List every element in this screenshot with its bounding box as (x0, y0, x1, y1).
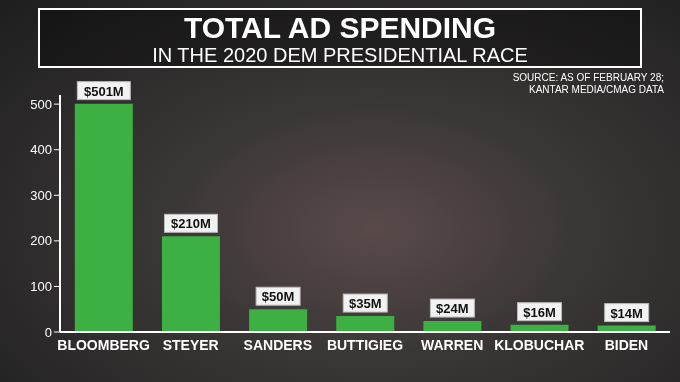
svg-text:$210M: $210M (171, 216, 211, 231)
svg-text:$16M: $16M (523, 305, 556, 320)
svg-text:$14M: $14M (610, 306, 643, 321)
svg-text:$50M: $50M (262, 289, 295, 304)
svg-text:$501M: $501M (84, 84, 124, 99)
svg-text:WARREN: WARREN (421, 337, 483, 353)
svg-text:200: 200 (30, 233, 52, 248)
svg-text:$35M: $35M (349, 296, 382, 311)
svg-text:BUTTIGIEG: BUTTIGIEG (327, 337, 403, 353)
svg-text:400: 400 (30, 142, 52, 157)
svg-text:KLOBUCHAR: KLOBUCHAR (494, 337, 584, 353)
svg-text:BIDEN: BIDEN (605, 337, 649, 353)
svg-text:$24M: $24M (436, 301, 469, 316)
html-text:SOURCE: AS OF FEBRUARY 28;: SOURCE: AS OF FEBRUARY 28; (512, 72, 664, 83)
svg-text:BLOOMBERG: BLOOMBERG (57, 337, 150, 353)
svg-text:500: 500 (30, 97, 52, 112)
html-text:TOTAL AD SPENDING: TOTAL AD SPENDING (183, 11, 497, 44)
html-text:KANTAR MEDIA/CMAG DATA: KANTAR MEDIA/CMAG DATA (529, 84, 664, 95)
svg-text:100: 100 (30, 279, 52, 294)
html-text:IN THE 2020 DEM PRESIDENTIAL R: IN THE 2020 DEM PRESIDENTIAL RACE (152, 44, 528, 66)
svg-text:300: 300 (30, 188, 52, 203)
svg-text:STEYER: STEYER (163, 337, 219, 353)
svg-text:0: 0 (45, 325, 52, 340)
svg-text:SANDERS: SANDERS (244, 337, 312, 353)
